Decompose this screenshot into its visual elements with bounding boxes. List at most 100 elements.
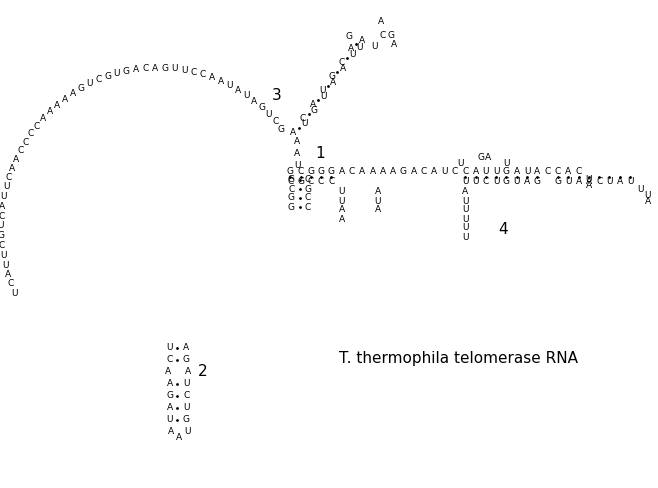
Text: C: C [380,31,386,40]
Text: T. thermophila telomerase RNA: T. thermophila telomerase RNA [340,350,578,366]
Text: A: A [0,202,5,211]
Text: U: U [184,427,190,436]
Text: G: G [297,178,304,186]
Text: U: U [374,197,381,205]
Text: G: G [477,154,484,163]
Text: A: A [586,182,592,190]
Text: A: A [152,63,158,73]
Text: C: C [34,122,40,131]
Text: U: U [183,404,190,412]
Text: G: G [183,355,190,365]
Text: A: A [251,97,257,106]
Text: 4: 4 [498,223,508,238]
Text: G: G [534,178,541,186]
Text: G: G [166,391,173,401]
Text: U: U [493,167,499,177]
Text: U: U [294,161,300,169]
Text: A: A [576,178,582,186]
Text: U: U [349,50,356,59]
Text: A: A [5,270,11,279]
Text: C: C [300,114,306,122]
Text: U: U [606,178,613,186]
Text: C: C [200,70,206,79]
Text: U: U [86,80,93,88]
Text: U: U [462,205,468,215]
Text: A: A [294,148,300,158]
Text: G: G [161,63,168,73]
Text: A: A [644,198,651,206]
Text: 3: 3 [272,87,282,102]
Text: U: U [166,415,173,425]
Text: A: A [534,167,540,177]
Text: G: G [311,105,318,115]
Text: U: U [462,232,468,242]
Text: G: G [258,103,265,113]
Text: G: G [318,167,324,177]
Text: A: A [432,167,438,177]
Text: U: U [243,91,249,101]
Text: A: A [70,89,76,98]
Text: U: U [1,192,7,201]
Text: U: U [265,110,272,119]
Text: C: C [596,178,602,186]
Text: U: U [11,288,18,298]
Text: G: G [346,32,353,41]
Text: U: U [338,197,345,205]
Text: C: C [8,280,14,288]
Text: U: U [319,86,325,95]
Text: C: C [462,167,468,177]
Text: U: U [183,380,190,388]
Text: U: U [503,159,510,167]
Text: C: C [576,167,582,177]
Text: A: A [524,178,530,186]
Text: A: A [390,167,396,177]
Text: A: A [370,167,376,177]
Text: U: U [442,167,448,177]
Text: A: A [339,205,345,215]
Text: U: U [2,261,9,269]
Text: U: U [586,175,592,183]
Text: U: U [524,167,530,177]
Text: A: A [294,137,300,145]
Text: U: U [372,41,378,51]
Text: A: A [290,127,297,137]
Text: 1: 1 [315,145,324,161]
Text: G: G [307,167,315,177]
Text: U: U [226,81,233,90]
Text: A: A [380,167,386,177]
Text: A: A [485,154,491,163]
Text: U: U [493,178,499,186]
Text: C: C [297,167,303,177]
Text: A: A [13,155,19,164]
Text: G: G [305,184,311,194]
Text: G: G [555,178,561,186]
Text: A: A [166,404,172,412]
Text: A: A [330,78,336,87]
Text: U: U [462,224,468,232]
Text: A: A [339,215,345,224]
Text: A: A [47,107,53,116]
Text: A: A [374,187,381,197]
Text: C: C [421,167,427,177]
Text: A: A [166,380,172,388]
Text: A: A [359,36,365,45]
Text: A: A [462,187,468,197]
Text: C: C [338,58,344,67]
Text: U: U [482,167,489,177]
Text: G: G [278,125,285,134]
Text: U: U [513,178,520,186]
Text: U: U [181,66,188,75]
Text: C: C [555,167,561,177]
Text: U: U [644,190,651,200]
Text: A: A [472,167,478,177]
Text: U: U [462,215,468,224]
Text: G: G [503,167,510,177]
Text: A: A [133,65,139,74]
Text: C: C [288,184,294,194]
Text: U: U [627,178,633,186]
Text: A: A [9,164,15,173]
Text: C: C [545,167,551,177]
Text: C: C [0,241,5,250]
Text: A: A [218,77,224,86]
Text: G: G [288,203,295,211]
